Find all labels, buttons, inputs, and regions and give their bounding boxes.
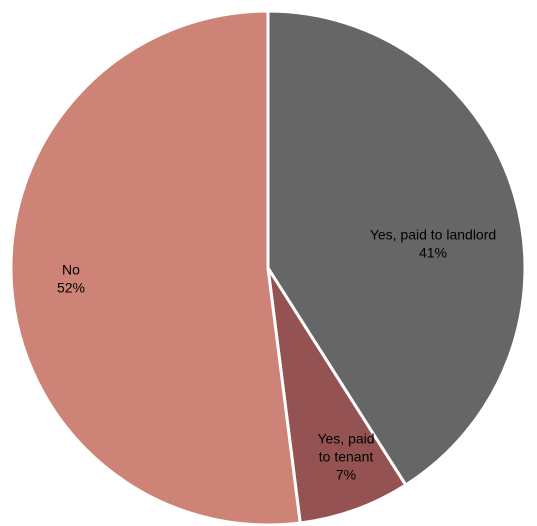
slice-name-label: Yes, paid to landlord (370, 227, 496, 243)
slice-percent-label: 7% (336, 467, 356, 483)
slice-name-label: No (62, 262, 80, 278)
slice-name-label: to tenant (319, 449, 374, 465)
slice-data-label-2: Yes, paid to tenant 7% (317, 431, 374, 483)
slice-data-label-3: No 52% (57, 262, 85, 296)
pie-data-labels: Yes, paid to landlord 41% Yes, paid to tena… (57, 227, 496, 483)
slice-percent-label: 52% (57, 280, 85, 296)
slice-name-label: Yes, paid (317, 431, 374, 447)
pie-slices (9, 9, 527, 526)
pie-slice-3 (9, 9, 302, 526)
slice-data-label-1: Yes, paid to landlord 41% (370, 227, 496, 261)
slice-percent-label: 41% (419, 245, 447, 261)
pie-slice-2 (266, 266, 408, 525)
